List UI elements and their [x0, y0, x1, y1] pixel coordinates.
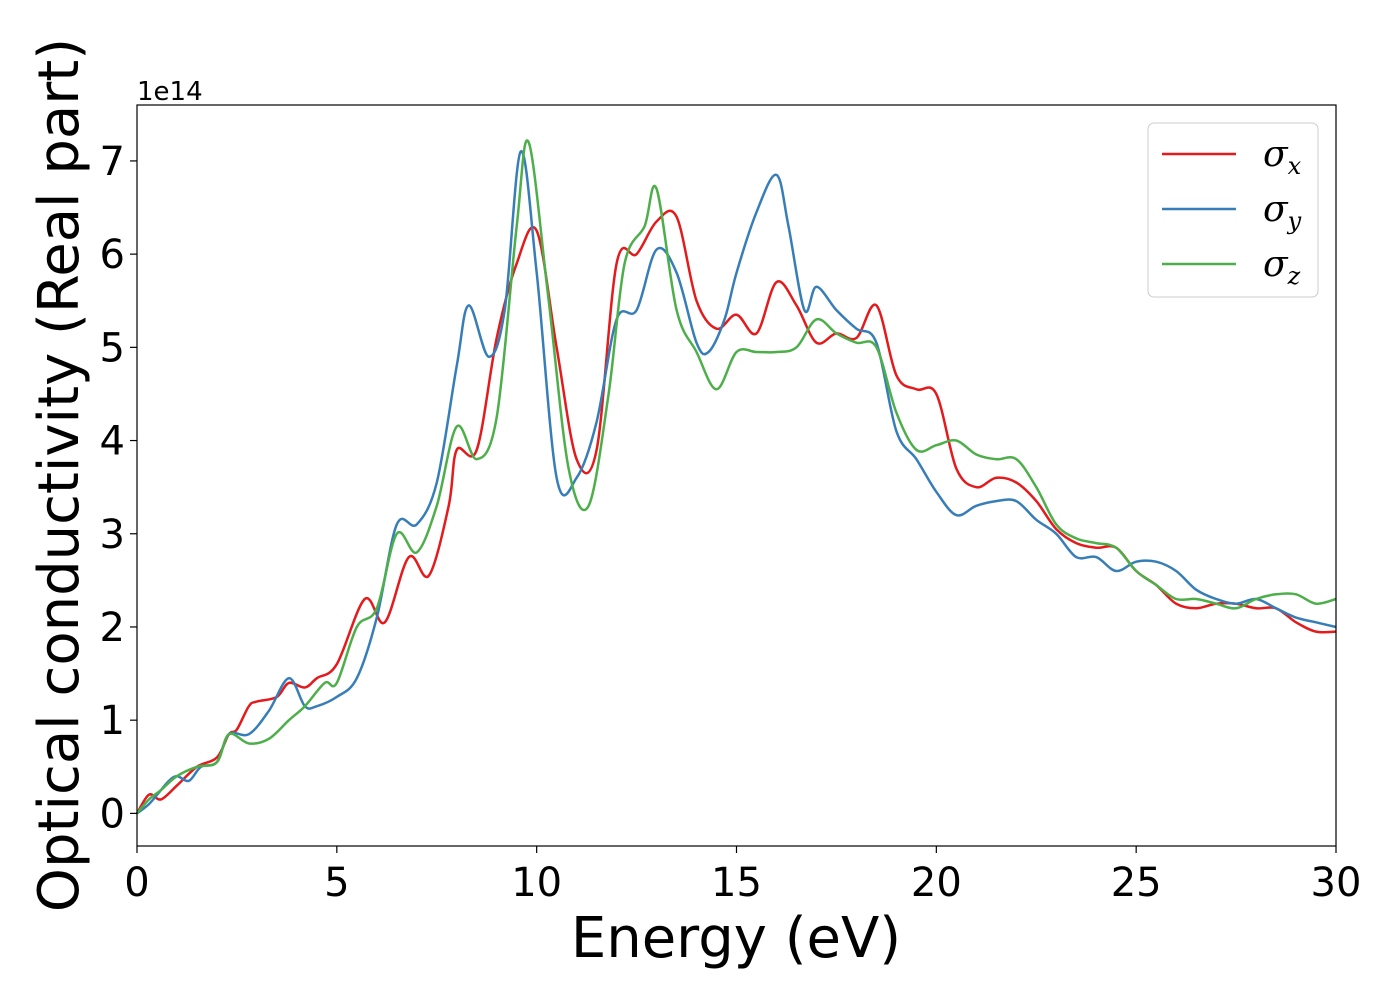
x-tick-label: 30	[1311, 860, 1362, 906]
y-axis-label: Optical conductivity (Real part)	[27, 38, 92, 912]
x-tick-label: 15	[711, 860, 762, 906]
y-axis-ticks: 0 1 2 3 4 5 6 7	[100, 139, 137, 837]
y-tick-label: 0	[100, 791, 125, 837]
x-axis-ticks: 0 5 10 15 20 25 30	[124, 846, 1361, 906]
x-tick-label: 25	[1111, 860, 1162, 906]
y-tick-label: 3	[100, 512, 125, 558]
y-tick-label: 4	[100, 419, 125, 465]
x-tick-label: 20	[911, 860, 962, 906]
y-offset-label: 1e14	[137, 77, 203, 107]
y-tick-label: 2	[100, 605, 125, 651]
y-tick-label: 1	[100, 698, 125, 744]
x-tick-label: 5	[324, 860, 349, 906]
x-tick-label: 10	[511, 860, 562, 906]
y-tick-label: 5	[100, 325, 125, 371]
series-line-y	[136, 150, 1337, 815]
plot-background	[137, 105, 1336, 846]
y-tick-label: 6	[100, 232, 125, 278]
y-tick-label: 7	[100, 139, 125, 185]
legend-label-y: σy	[1263, 189, 1302, 235]
series-layer	[135, 139, 1337, 815]
x-tick-label: 0	[124, 860, 149, 906]
series-line-z	[136, 139, 1337, 815]
x-axis-label: Energy (eV)	[571, 906, 901, 971]
